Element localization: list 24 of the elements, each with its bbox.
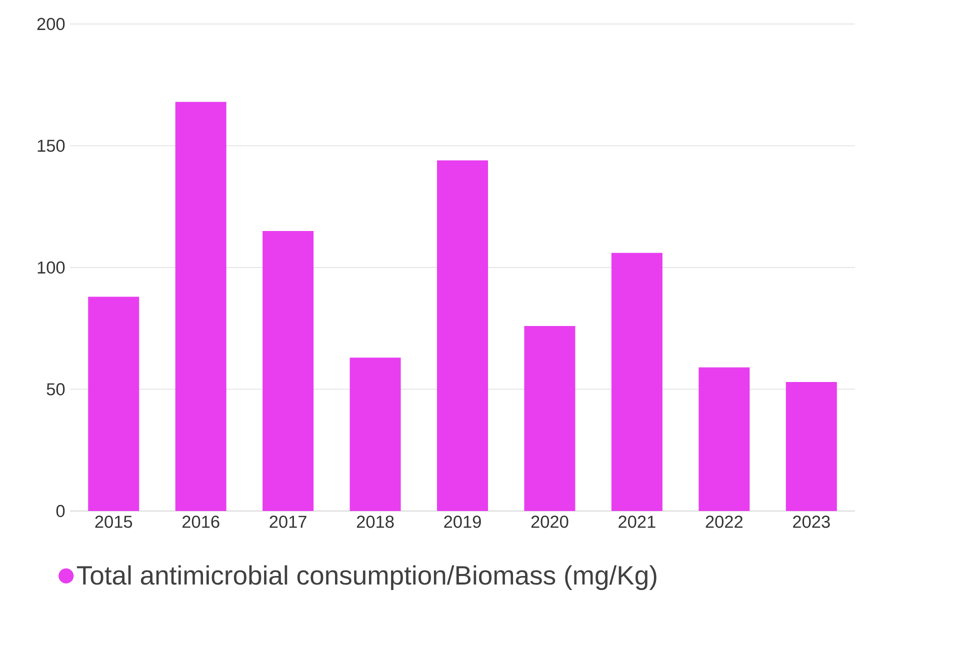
x-tick-label: 2023	[793, 516, 830, 528]
x-tick-label: 2015	[95, 516, 132, 528]
x-tick-label: 2018	[356, 516, 394, 528]
legend-label: Total antimicrobial consumption/Biomass (mg/Kg)	[76, 565, 656, 590]
y-tick-label: 50	[46, 383, 65, 396]
bar	[175, 102, 226, 511]
y-tick-label: 0	[56, 504, 65, 518]
bar	[611, 252, 662, 511]
bar	[262, 230, 314, 511]
bar	[88, 296, 140, 511]
y-tick-label: 150	[38, 140, 65, 152]
y-tick-label: 100	[38, 261, 65, 274]
x-tick-label: 2019	[444, 516, 481, 528]
x-tick-label: 2017	[270, 516, 306, 528]
y-tick-label: 200	[37, 18, 65, 30]
x-tick-label: 2021	[618, 516, 656, 528]
bar	[437, 160, 488, 511]
x-tick-label: 2022	[706, 516, 742, 528]
bar	[786, 382, 837, 511]
bar	[698, 367, 750, 511]
x-tick-label: 2016	[182, 516, 220, 528]
bar	[350, 358, 401, 511]
bar	[524, 326, 576, 511]
x-tick-label: 2020	[531, 516, 568, 528]
